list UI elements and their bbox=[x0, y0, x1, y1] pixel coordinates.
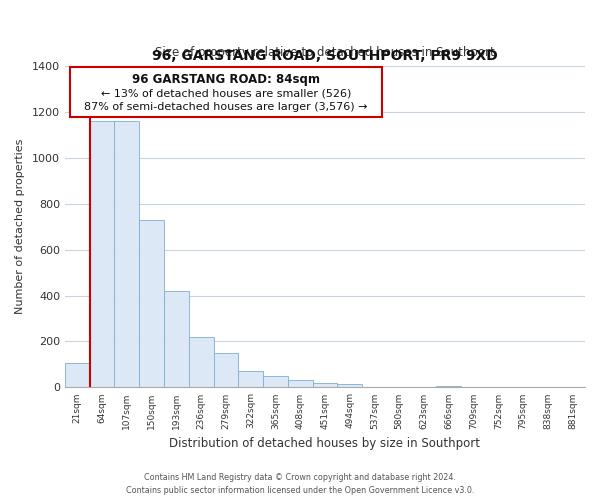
Text: Contains HM Land Registry data © Crown copyright and database right 2024.
Contai: Contains HM Land Registry data © Crown c… bbox=[126, 473, 474, 495]
Bar bbox=[238, 370, 263, 388]
X-axis label: Distribution of detached houses by size in Southport: Distribution of detached houses by size … bbox=[169, 437, 481, 450]
Bar bbox=[65, 363, 89, 388]
Bar bbox=[164, 291, 189, 388]
Text: 87% of semi-detached houses are larger (3,576) →: 87% of semi-detached houses are larger (… bbox=[85, 102, 368, 112]
Bar bbox=[263, 376, 288, 388]
Bar bbox=[436, 386, 461, 388]
Text: 96 GARSTANG ROAD: 84sqm: 96 GARSTANG ROAD: 84sqm bbox=[132, 73, 320, 86]
Bar bbox=[313, 384, 337, 388]
FancyBboxPatch shape bbox=[70, 68, 382, 117]
Bar bbox=[189, 337, 214, 388]
Title: 96, GARSTANG ROAD, SOUTHPORT, PR9 9XD: 96, GARSTANG ROAD, SOUTHPORT, PR9 9XD bbox=[152, 49, 498, 63]
Text: ← 13% of detached houses are smaller (526): ← 13% of detached houses are smaller (52… bbox=[101, 88, 352, 98]
Bar bbox=[139, 220, 164, 388]
Bar bbox=[214, 354, 238, 388]
Bar bbox=[288, 380, 313, 388]
Y-axis label: Number of detached properties: Number of detached properties bbox=[15, 139, 25, 314]
Bar bbox=[337, 384, 362, 388]
Bar bbox=[89, 121, 115, 388]
Bar bbox=[115, 121, 139, 388]
Text: Size of property relative to detached houses in Southport: Size of property relative to detached ho… bbox=[155, 46, 495, 60]
